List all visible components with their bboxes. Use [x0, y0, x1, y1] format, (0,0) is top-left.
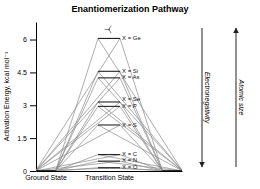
pathway-line [98, 78, 182, 171]
y-tick: 3 [23, 102, 36, 109]
x-axis: Ground State Transition State [25, 171, 182, 181]
pathway-line [36, 38, 120, 171]
x-axis-line [37, 171, 183, 172]
pathway-line [56, 102, 98, 171]
pathway-line [98, 155, 182, 171]
pathway-line [98, 102, 182, 171]
energy-level [36, 170, 56, 171]
pathway-line [56, 125, 98, 171]
pathway-line [98, 38, 182, 171]
species-label: X = C [122, 151, 138, 157]
pathway-line [36, 155, 120, 171]
x-tick: Transition State [85, 171, 134, 181]
title: Enantiomerization Pathway [71, 4, 188, 14]
chart: Enantiomerization Pathway01.534.56Activa… [0, 0, 260, 189]
y-tick-label: 3 [23, 102, 27, 109]
y-tick-label: 6 [23, 36, 27, 43]
energy-level [36, 170, 56, 171]
energy-level [98, 167, 120, 168]
pathway-line [36, 106, 120, 171]
energy-level [36, 170, 56, 171]
energy-level [98, 124, 120, 125]
energy-level [36, 170, 56, 171]
species-label: X = Se [122, 96, 141, 102]
species-label: X = N [122, 157, 137, 163]
species-label: X = S [122, 122, 137, 128]
energy-level [98, 161, 120, 162]
species-label: X = Si [122, 68, 138, 74]
pathway-line [36, 78, 120, 171]
pathway-line [98, 161, 182, 171]
molecule-icons [105, 26, 111, 33]
pathway-line [120, 106, 162, 171]
energy-level [98, 77, 120, 78]
energy-level [162, 170, 182, 171]
annotation-arrow [202, 28, 203, 167]
energy-level [36, 170, 56, 171]
y-tick-mark [30, 138, 36, 139]
y-tick-mark [30, 171, 36, 172]
energy-level [98, 154, 120, 155]
pathway-line [120, 125, 162, 171]
pathway-line [98, 125, 182, 171]
marks [36, 38, 182, 171]
y-axis-title: Activation Energy, kcal mol⁻¹ [3, 51, 11, 141]
x-tick-label: Ground State [25, 174, 67, 181]
energy-level [162, 170, 182, 171]
molecule-arm [109, 26, 111, 29]
x-tick: Ground State [25, 171, 67, 181]
pathway-line [56, 106, 98, 171]
pathway-line [36, 102, 120, 171]
y-axis: 01.534.56 [17, 23, 36, 175]
pathway-line [120, 71, 162, 171]
energy-level [36, 170, 56, 171]
energy-level [162, 170, 182, 171]
y-tick-mark [30, 72, 36, 73]
species-label: X = As [122, 74, 140, 80]
energy-level [98, 101, 120, 102]
species-label: X = O [122, 164, 138, 170]
pathway-line [36, 125, 120, 171]
pathway-line [36, 161, 120, 171]
data-labels: X = GeX = SiX = AsX = SeX = PX = SX = CX… [122, 35, 142, 170]
energy-level [98, 71, 120, 72]
y-tick: 4.5 [17, 69, 36, 76]
molecule-icon [105, 26, 111, 33]
pathway-line [120, 102, 162, 171]
energy-level [36, 170, 56, 171]
energy-level [36, 170, 56, 171]
annotation-text: Electronegativity [203, 72, 211, 124]
molecule-center [108, 28, 110, 30]
annotations: Electronegativity Atomic size [202, 28, 245, 167]
y-tick-label: 1.5 [17, 135, 27, 142]
energy-level [98, 38, 120, 39]
y-tick-label: 4.5 [17, 69, 27, 76]
energy-level [162, 170, 182, 171]
energy-level [36, 170, 56, 171]
y-tick-mark [30, 40, 36, 41]
energy-level [98, 106, 120, 107]
species-label: X = Ge [122, 35, 142, 41]
pathway-line [98, 168, 182, 171]
x-tick-label: Transition State [85, 174, 134, 181]
annotation-arrow [236, 28, 237, 167]
molecule-arm [109, 29, 111, 32]
pathway-line [56, 71, 98, 171]
annotation-text: Atomic size [238, 79, 245, 116]
y-axis-line [36, 23, 37, 172]
y-tick: 6 [23, 36, 36, 43]
pathway-line [98, 106, 182, 171]
energy-level [162, 170, 182, 171]
energy-level [162, 170, 182, 171]
molecule-arm [105, 29, 109, 30]
energy-level [162, 170, 182, 171]
y-tick: 1.5 [17, 135, 36, 142]
energy-level [162, 170, 182, 171]
y-tick-mark [30, 105, 36, 106]
pathway-line [36, 168, 120, 171]
species-label: X = P [122, 103, 137, 109]
energy-level [162, 170, 182, 171]
